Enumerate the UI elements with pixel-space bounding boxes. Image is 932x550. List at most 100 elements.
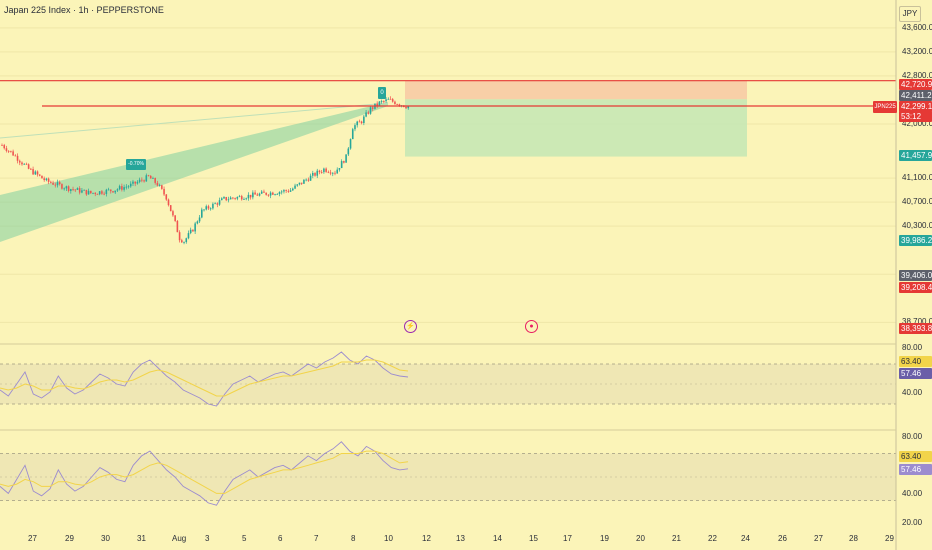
candle xyxy=(67,186,70,191)
candle xyxy=(12,151,14,156)
price-tick-label: 38,700.0 xyxy=(902,317,932,327)
time-tick-label: 24 xyxy=(741,534,750,543)
candle xyxy=(129,183,132,187)
candle xyxy=(198,217,201,222)
candle xyxy=(218,200,221,205)
price-tag: 42,411.2 xyxy=(899,90,932,101)
price-tick-label: 43,600.0 xyxy=(902,22,932,32)
time-tick-label: 7 xyxy=(314,534,319,543)
candle xyxy=(183,242,185,243)
economic-event-icon[interactable]: ● xyxy=(525,320,538,333)
candle xyxy=(238,196,241,197)
candle xyxy=(312,172,314,176)
time-tick-label: 15 xyxy=(529,534,538,543)
candle xyxy=(398,104,401,106)
candle xyxy=(385,99,387,102)
candle xyxy=(243,199,245,200)
candle xyxy=(365,112,367,117)
price-tick-label: 40,300.0 xyxy=(902,221,932,231)
candle xyxy=(340,161,343,169)
candle xyxy=(25,163,28,165)
oscillator-value-tag: 57.46 xyxy=(899,464,932,475)
candle xyxy=(298,182,301,185)
candle xyxy=(163,188,165,195)
candle xyxy=(161,185,163,189)
candle xyxy=(90,190,92,194)
candle xyxy=(212,203,214,209)
candle xyxy=(358,121,361,123)
candle xyxy=(105,189,108,194)
candle xyxy=(18,160,21,163)
candle xyxy=(23,163,25,165)
stop-loss-zone xyxy=(405,80,747,100)
candle xyxy=(101,191,103,194)
candlestick-series xyxy=(1,96,410,245)
candle xyxy=(109,189,112,192)
candle xyxy=(294,185,296,189)
candle xyxy=(407,105,410,109)
candle xyxy=(27,164,30,169)
candle xyxy=(70,189,72,191)
candle xyxy=(132,181,134,184)
signal-line xyxy=(0,359,409,397)
oscillator-tick-label: 20.00 xyxy=(902,518,923,527)
candle xyxy=(107,189,110,191)
candle xyxy=(65,186,68,189)
channel-fill xyxy=(0,102,388,242)
time-tick-label: 8 xyxy=(351,534,356,543)
candle xyxy=(7,150,10,152)
candle xyxy=(116,189,119,191)
candle xyxy=(34,171,37,175)
candle xyxy=(267,194,270,196)
candle xyxy=(112,191,114,193)
candle xyxy=(154,178,156,183)
horizontal-levels xyxy=(0,80,896,107)
candle xyxy=(194,223,196,232)
candle xyxy=(331,172,334,174)
oscillator-value-tag: 63.40 xyxy=(899,451,932,462)
candle xyxy=(36,171,39,175)
candle xyxy=(240,196,243,200)
candle xyxy=(187,233,190,239)
candle xyxy=(320,172,323,173)
time-tick-label: 17 xyxy=(563,534,572,543)
candle xyxy=(285,190,287,191)
candle xyxy=(354,125,356,130)
candle xyxy=(141,179,143,181)
candle xyxy=(265,192,267,195)
candle xyxy=(3,145,6,149)
candle xyxy=(380,101,383,102)
candle xyxy=(303,179,305,184)
time-tick-label: 19 xyxy=(600,534,609,543)
trade-marker: 0 xyxy=(378,87,386,99)
candle xyxy=(47,178,50,182)
price-tick-label: 42,000.0 xyxy=(902,119,932,128)
candle xyxy=(254,192,256,195)
flash-event-icon[interactable]: ⚡ xyxy=(404,320,417,333)
price-tag: 53:12 xyxy=(899,111,932,122)
time-tick-label: 29 xyxy=(885,534,894,543)
candle xyxy=(103,193,105,195)
currency-selector[interactable]: JPY xyxy=(899,6,921,22)
candle xyxy=(41,175,43,179)
candle xyxy=(351,129,354,140)
candle xyxy=(367,112,370,114)
candle xyxy=(203,209,205,211)
candle xyxy=(127,186,130,188)
candle xyxy=(323,168,325,173)
candle xyxy=(158,185,161,187)
candle xyxy=(307,179,310,181)
price-tag: 38,393.8 xyxy=(899,323,932,334)
candle xyxy=(32,169,34,175)
candle xyxy=(234,198,236,199)
candle xyxy=(280,191,283,193)
candle xyxy=(147,175,150,177)
candle xyxy=(343,161,345,163)
candle xyxy=(10,150,12,152)
candle xyxy=(272,192,274,195)
candle xyxy=(152,178,154,179)
candle xyxy=(269,192,272,196)
candle xyxy=(58,182,61,185)
